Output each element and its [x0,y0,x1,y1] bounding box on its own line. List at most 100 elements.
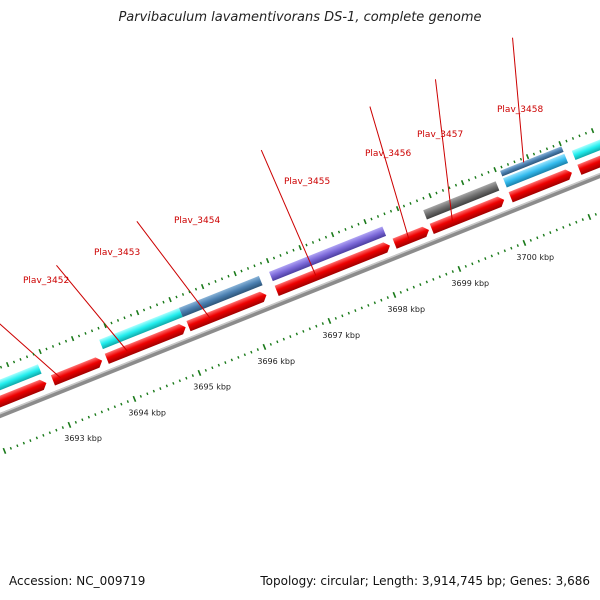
tick-minor [165,384,168,388]
tick-minor [308,327,311,331]
tick-minor [74,420,77,424]
tick-minor [64,339,68,343]
cds-arrow[interactable] [392,225,431,249]
tick-minor [506,163,510,166]
tick-major [330,231,335,238]
tick-minor [61,426,64,429]
tick-major [2,447,7,454]
tick-minor [337,230,341,234]
tick-major [197,369,202,377]
tick-minor [318,238,321,242]
tick-minor [305,243,308,247]
gene-label-plav-3458[interactable]: Plav_3458 [497,105,543,115]
tick-minor [315,324,318,328]
feature-bar-cyan[interactable] [571,139,600,161]
feature-bar-purple[interactable] [269,226,387,282]
tick-minor [383,212,386,216]
tick-minor [389,209,393,213]
tick-minor [116,318,120,322]
gene-label-plav-3456[interactable]: Plav_3456 [365,149,411,159]
tick-minor [22,441,25,445]
tick-minor [594,212,597,216]
gene-label-plav-3454[interactable]: Plav_3454 [174,216,220,226]
feature-bar-lightblue[interactable] [503,153,569,188]
map-title: Parvibaculum lavamentivorans DS-1, compl… [118,10,482,25]
feature-bar-steelblue[interactable] [179,275,263,318]
tick-minor [97,326,100,330]
tick-major [135,309,140,316]
cds-arrow[interactable] [508,168,574,203]
tick-major [363,218,367,225]
tick-minor [422,196,425,200]
tick-minor [347,311,350,315]
tick-minor [84,331,87,335]
tick-minor [354,309,357,312]
feature-bar-cyan[interactable] [99,307,183,350]
tick-minor [581,218,584,222]
cds-arrow[interactable] [104,322,188,364]
tick-minor [181,292,185,296]
tick-minor [48,431,51,435]
gene-label-plav-3455[interactable]: Plav_3455 [284,177,330,187]
tick-minor [419,283,422,286]
tick-minor [152,389,155,393]
tick-minor [282,337,285,341]
tick-minor [191,374,194,377]
cds-arrow[interactable] [274,240,392,296]
scale-label: 3695 kbp [193,382,231,391]
tick-minor [575,220,578,224]
tick-minor [194,287,198,291]
cds-arrow[interactable] [186,290,268,332]
tick-minor [142,308,146,312]
gene-label-plav-3452[interactable]: Plav_3452 [23,276,69,286]
tick-minor [399,290,402,294]
tick-minor [477,259,480,263]
tick-major [103,322,107,329]
feature-bar-cyan[interactable] [0,364,42,398]
tick-minor [123,316,126,320]
tick-minor [500,165,503,169]
tick-minor [350,225,354,229]
tick-minor [441,189,445,192]
gene-label-plav-3457[interactable]: Plav_3457 [417,130,463,140]
tick-minor [188,290,191,294]
tick-major [5,361,10,368]
tick-major [38,348,42,355]
scale-label: 3700 kbp [516,253,554,262]
tick-minor [289,335,292,338]
tick-minor [480,173,484,177]
tick-minor [295,332,298,336]
tick-minor [269,342,272,346]
cds-arrow[interactable] [0,378,48,413]
scale-label: 3699 kbp [451,279,489,288]
cds-arrow[interactable] [429,195,507,234]
tick-minor [510,246,513,250]
tick-minor [237,355,240,359]
tick-major [265,257,270,264]
feature-bar-gray[interactable] [423,181,500,220]
tick-major [327,317,332,325]
tick-minor [172,381,175,385]
tick-minor [357,222,360,226]
tick-minor [81,418,84,422]
cds-track [0,153,600,413]
tick-major [590,127,595,134]
tick-minor [51,344,55,348]
tick-minor [211,366,214,370]
tick-minor [529,238,532,242]
tick-minor [272,256,276,260]
tick-minor [464,264,467,268]
tick-minor [402,204,406,208]
tick-minor [9,446,12,450]
tick-minor [276,340,279,344]
cds-arrow[interactable] [577,153,600,175]
tick-minor [542,233,545,237]
feature-bar-steelblue[interactable] [500,146,564,177]
cds-arrow[interactable] [50,356,104,386]
tick-minor [77,334,81,338]
tick-minor [25,355,29,359]
tick-major [233,270,237,277]
gene-label-plav-3453[interactable]: Plav_3453 [94,248,140,258]
tick-minor [162,300,165,304]
